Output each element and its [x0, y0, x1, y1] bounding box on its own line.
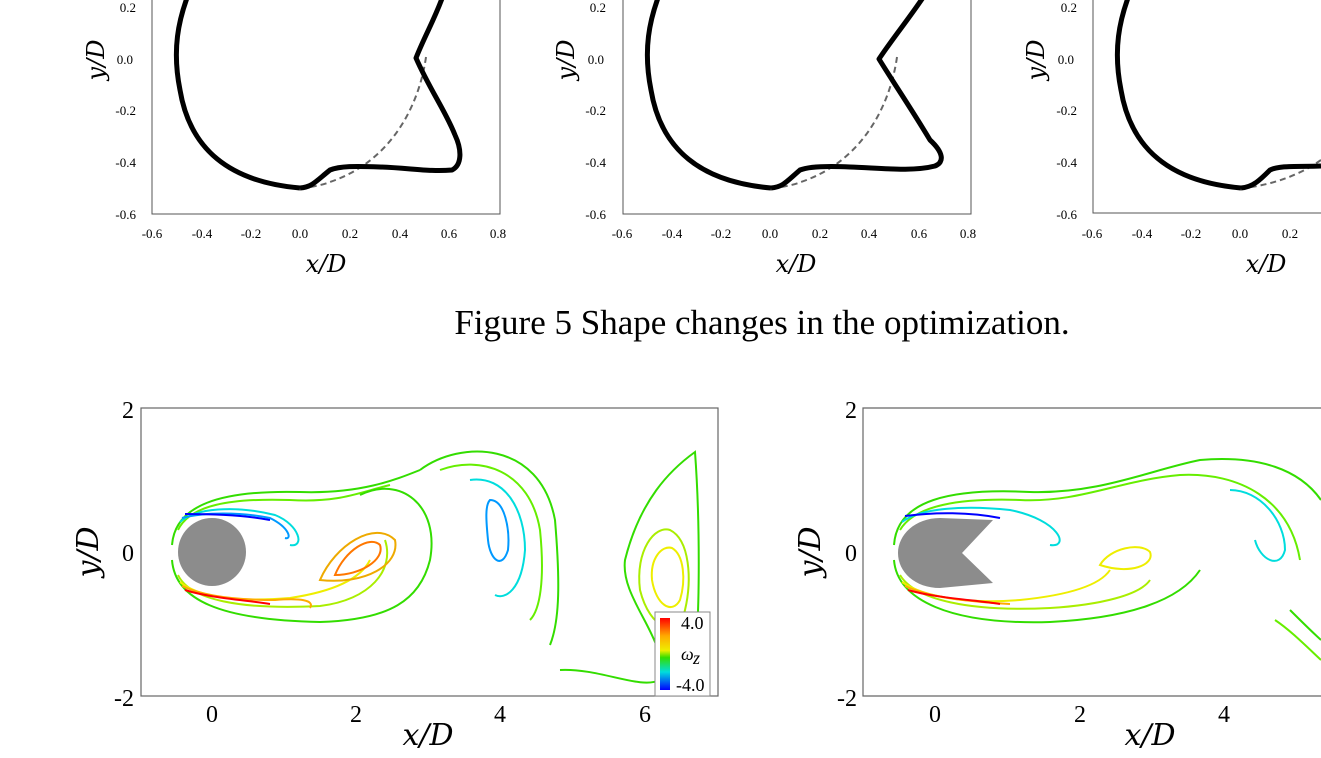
x-tick-label: 0.0 — [292, 226, 308, 241]
fig5-x-axis-label: x/D — [776, 250, 817, 278]
colorbar: 4.0 ω z -4.0 — [654, 611, 711, 697]
x-tick-label: 0.8 — [490, 226, 506, 241]
fig5-x-ticks-panel-3: -0.6 -0.4 -0.2 0.0 0.2 — [1082, 226, 1298, 241]
x-tick-label: -0.4 — [1132, 226, 1153, 241]
cylinder-body — [178, 518, 246, 586]
x-tick-label: -0.2 — [711, 226, 732, 241]
y-tick-label: -2 — [837, 686, 857, 712]
y-tick-label: -0.6 — [1056, 207, 1077, 222]
x-tick-label: 0.2 — [1282, 226, 1298, 241]
y-tick-label: -0.4 — [115, 155, 136, 170]
fig6-x-ticks-panel-a: 0 2 4 6 — [206, 702, 651, 728]
vorticity-panel-cylinder: 4.0 ω z -4.0 — [140, 407, 719, 697]
x-tick-label: 4 — [494, 702, 506, 728]
y-tick-label: -0.2 — [1056, 103, 1077, 118]
fig6-y-axis-label: y/D — [793, 526, 828, 579]
y-tick-label: 0 — [122, 541, 134, 567]
y-tick-label: 0.0 — [117, 52, 133, 67]
original-circle-outline — [1240, 159, 1321, 189]
fig6-x-axis-label: x/D — [402, 718, 453, 753]
plot-frame — [1092, 0, 1321, 214]
x-tick-label: 0.2 — [342, 226, 358, 241]
x-tick-label: 4 — [1218, 702, 1230, 728]
x-tick-label: -0.4 — [662, 226, 683, 241]
fig6-x-axis-label: x/D — [1124, 718, 1175, 753]
x-tick-label: 0.2 — [812, 226, 828, 241]
plot-frame — [140, 407, 719, 697]
y-tick-label: 2 — [845, 398, 857, 424]
colorbar-subscript: z — [692, 648, 700, 668]
y-tick-label: -0.6 — [115, 207, 136, 222]
fig5-y-axis-label: y/D — [552, 40, 580, 82]
fig6-y-ticks-panel-b: 2 0 -2 — [837, 398, 857, 712]
x-tick-label: 2 — [1074, 702, 1086, 728]
shape-panel-1 — [151, 0, 501, 215]
colorbar-symbol: ω — [681, 644, 694, 664]
x-tick-label: -0.6 — [612, 226, 633, 241]
y-tick-label: -0.6 — [585, 207, 606, 222]
fig5-x-axis-label: x/D — [306, 250, 347, 278]
optimized-shape-outline — [644, 0, 944, 191]
y-tick-label: 0.2 — [1061, 0, 1077, 15]
x-tick-label: -0.2 — [1181, 226, 1202, 241]
fig5-x-ticks-panel-1: -0.6 -0.4 -0.2 0.0 0.2 0.4 0.6 0.8 — [142, 226, 506, 241]
optimized-shape-outline — [173, 0, 463, 191]
fig5-y-ticks-panel-2: 0.2 0.0 -0.2 -0.4 -0.6 — [585, 0, 606, 222]
original-circle-outline — [299, 56, 427, 189]
y-tick-label: -0.2 — [585, 103, 606, 118]
colorbar-min-label: -4.0 — [676, 675, 705, 695]
y-tick-label: 0.0 — [588, 52, 604, 67]
shape-panel-3 — [1092, 0, 1321, 214]
y-tick-label: -0.4 — [585, 155, 606, 170]
plot-frame — [862, 407, 1321, 697]
fig6-x-ticks-panel-b: 0 2 4 — [929, 702, 1230, 728]
fig5-y-axis-label: y/D — [1022, 40, 1050, 82]
x-tick-label: 0.8 — [960, 226, 976, 241]
plot-frame — [151, 0, 501, 215]
fig5-x-ticks-panel-2: -0.6 -0.4 -0.2 0.0 0.2 0.4 0.6 0.8 — [612, 226, 976, 241]
x-tick-label: 0.4 — [861, 226, 878, 241]
y-tick-label: 0.0 — [1058, 52, 1074, 67]
x-tick-label: -0.6 — [1082, 226, 1103, 241]
fig5-x-axis-label: x/D — [1246, 250, 1287, 278]
y-tick-label: 0 — [845, 541, 857, 567]
x-tick-label: 6 — [639, 702, 651, 728]
y-tick-label: -0.2 — [115, 103, 136, 118]
plot-frame — [622, 0, 972, 215]
x-tick-label: 0.6 — [911, 226, 928, 241]
y-tick-label: -0.4 — [1056, 155, 1077, 170]
x-tick-label: 0.0 — [1232, 226, 1248, 241]
colorbar-max-label: 4.0 — [681, 613, 704, 633]
figure-5-caption: Figure 5 Shape changes in the optimizati… — [454, 303, 1069, 342]
fig6-y-ticks-panel-a: 2 0 -2 — [114, 398, 134, 712]
y-tick-label: 0.2 — [120, 0, 136, 15]
fig5-y-axis-label: y/D — [82, 40, 110, 82]
contour-lines — [893, 458, 1321, 661]
fig6-y-axis-label: y/D — [71, 526, 106, 579]
x-tick-label: 0.0 — [762, 226, 778, 241]
fig5-y-ticks-panel-1: 0.2 0.0 -0.2 -0.4 -0.6 — [115, 0, 136, 222]
x-tick-label: 0 — [929, 702, 941, 728]
x-tick-label: 0.4 — [392, 226, 409, 241]
shape-panel-2 — [622, 0, 972, 215]
contour-lines — [171, 450, 700, 684]
x-tick-label: -0.4 — [192, 226, 213, 241]
fig5-y-ticks-panel-3: 0.2 0.0 -0.2 -0.4 -0.6 — [1056, 0, 1077, 222]
x-tick-label: 2 — [350, 702, 362, 728]
y-tick-label: -2 — [114, 686, 134, 712]
original-circle-outline — [770, 56, 898, 189]
y-tick-label: 0.2 — [590, 0, 606, 15]
x-tick-label: 0.6 — [441, 226, 458, 241]
y-tick-label: 2 — [122, 398, 134, 424]
x-tick-label: -0.2 — [241, 226, 262, 241]
vorticity-panel-optimized — [862, 407, 1321, 697]
x-tick-label: 0 — [206, 702, 218, 728]
optimized-body — [898, 518, 993, 588]
optimized-shape-outline — [1114, 0, 1321, 191]
colorbar-gradient — [660, 618, 670, 690]
x-tick-label: -0.6 — [142, 226, 163, 241]
